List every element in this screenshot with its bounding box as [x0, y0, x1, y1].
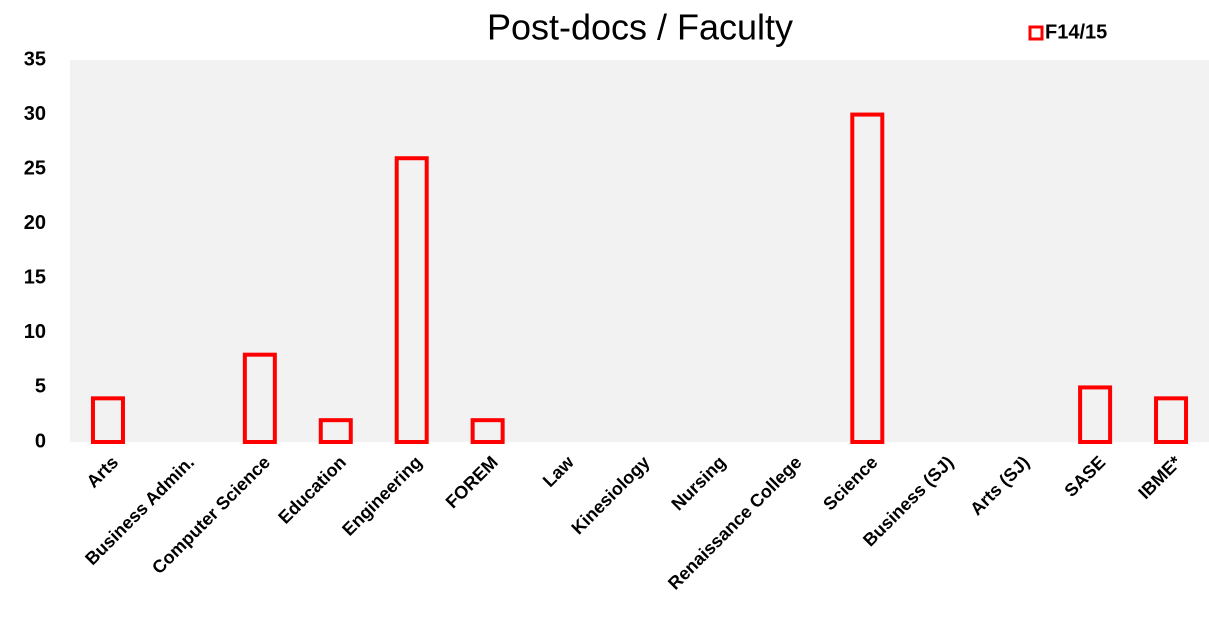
y-tick-label: 35 [24, 48, 46, 70]
bar [1078, 385, 1113, 444]
bar [1154, 396, 1189, 445]
bar [318, 418, 353, 444]
bar [242, 352, 277, 444]
legend-label: F14/15 [1045, 21, 1107, 43]
bar [90, 396, 125, 445]
x-tick-label: IBME* [1134, 452, 1185, 503]
x-tick-label: FOREM [442, 452, 502, 512]
y-tick-label: 15 [24, 267, 46, 289]
x-tick-label: Arts [83, 452, 123, 492]
x-tick-label: Renaissance College [664, 452, 805, 593]
x-tick-label: Nursing [667, 452, 729, 514]
bar [470, 418, 505, 444]
y-tick-label: 10 [24, 321, 46, 343]
x-tick-label: Kinesiology [567, 452, 653, 538]
x-tick-label: Arts (SJ) [966, 452, 1033, 519]
x-tick-label: Education [274, 452, 350, 528]
plot-area [70, 60, 1209, 442]
y-tick-label: 20 [24, 212, 46, 234]
bar [394, 156, 429, 444]
bar [850, 112, 885, 444]
x-tick-label: SASE [1060, 452, 1109, 501]
y-tick-label: 0 [35, 430, 46, 452]
legend-swatch [1028, 25, 1044, 41]
x-tick-label: Science [819, 452, 881, 514]
x-tick-label: Law [539, 451, 579, 491]
y-tick-label: 5 [35, 376, 46, 398]
y-tick-label: 30 [24, 103, 46, 125]
x-tick-label: Engineering [338, 452, 426, 540]
y-tick-label: 25 [24, 157, 46, 179]
chart-title: Post-docs / Faculty [487, 7, 793, 48]
